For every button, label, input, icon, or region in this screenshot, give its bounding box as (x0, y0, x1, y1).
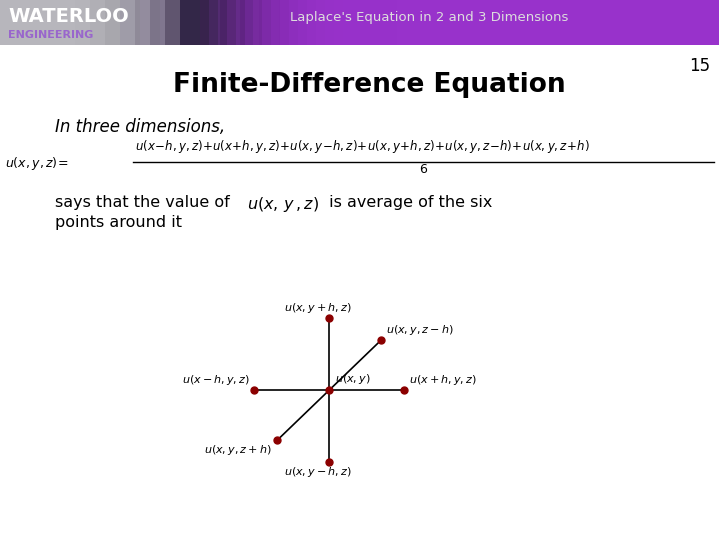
Bar (604, 0, 719, 45)
Bar (424, 0, 719, 45)
Bar (703, 0, 719, 45)
Bar (388, 0, 719, 45)
Bar (217, 0, 719, 45)
Text: says that the value of: says that the value of (55, 195, 235, 210)
Text: $u(x, y - h, z)$: $u(x, y - h, z)$ (284, 465, 352, 479)
Text: In three dimensions,: In three dimensions, (55, 118, 225, 136)
Text: WATERLOO: WATERLOO (8, 8, 129, 26)
Bar (0, 0, 105, 45)
Bar (352, 0, 719, 45)
Bar (0, 0, 120, 45)
Bar (397, 0, 719, 45)
Bar (523, 0, 719, 45)
Bar (334, 0, 719, 45)
Text: $u(x,\, y\,,z)$: $u(x,\, y\,,z)$ (248, 195, 320, 214)
Bar (622, 0, 719, 45)
Bar (199, 0, 719, 45)
Text: points around it: points around it (55, 215, 182, 230)
Bar (245, 0, 719, 45)
Bar (541, 0, 719, 45)
Bar (469, 0, 719, 45)
Bar (693, 0, 719, 45)
Bar (586, 0, 719, 45)
Bar (370, 0, 719, 45)
Bar (253, 0, 719, 45)
Bar (568, 0, 719, 45)
Text: $u(x + h, y, z)$: $u(x + h, y, z)$ (409, 373, 477, 387)
Bar (140, 0, 220, 45)
Bar (505, 0, 719, 45)
Bar (685, 0, 719, 45)
Text: $u(x - h, y, z)$: $u(x - h, y, z)$ (181, 373, 250, 387)
Bar (0, 0, 179, 45)
Bar (451, 0, 719, 45)
Bar (227, 0, 719, 45)
Bar (179, 0, 259, 45)
Bar (235, 0, 719, 45)
Bar (559, 0, 719, 45)
Bar (639, 0, 719, 45)
Bar (667, 0, 719, 45)
Bar (0, 0, 90, 45)
Bar (0, 0, 75, 45)
Bar (487, 0, 719, 45)
Bar (280, 0, 719, 45)
Bar (343, 0, 719, 45)
Bar (0, 0, 165, 45)
Bar (0, 0, 135, 45)
Bar (271, 0, 719, 45)
Bar (0, 0, 150, 45)
Bar (415, 0, 719, 45)
Text: 15: 15 (690, 57, 711, 75)
Text: $u(x,y,z)\!=\!$: $u(x,y,z)\!=\!$ (5, 154, 68, 172)
Bar (657, 0, 719, 45)
Text: is average of the six: is average of the six (324, 195, 492, 210)
Bar (199, 0, 279, 45)
Bar (532, 0, 719, 45)
Bar (675, 0, 719, 45)
Bar (316, 0, 719, 45)
Text: $u(x, y, z + h)$: $u(x, y, z + h)$ (204, 443, 272, 457)
Text: $u(x\!-\!h,y,z)\!+\!u(x\!+\!h,y,z)\!+\!u(x,y\!-\!h,z)\!+\!u(x,y\!+\!h,z)\!+\!u(x: $u(x\!-\!h,y,z)\!+\!u(x\!+\!h,y,z)\!+\!u… (135, 138, 590, 155)
Text: Finite-Difference Equation: Finite-Difference Equation (173, 72, 566, 98)
Bar (0, 0, 719, 45)
Bar (649, 0, 719, 45)
Bar (460, 0, 719, 45)
Bar (550, 0, 719, 45)
Bar (298, 0, 719, 45)
Bar (289, 0, 719, 45)
Bar (120, 0, 199, 45)
Bar (514, 0, 719, 45)
Bar (711, 0, 719, 45)
Text: $u(x, y, z - h)$: $u(x, y, z - h)$ (386, 323, 454, 337)
Bar (263, 0, 719, 45)
Bar (433, 0, 719, 45)
Bar (442, 0, 719, 45)
Text: ENGINEERING: ENGINEERING (8, 30, 94, 40)
Bar (361, 0, 719, 45)
Text: $u(x, y + h, z)$: $u(x, y + h, z)$ (284, 301, 352, 315)
Bar (577, 0, 719, 45)
Text: $6$: $6$ (418, 163, 428, 176)
Text: Laplace's Equation in 2 and 3 Dimensions: Laplace's Equation in 2 and 3 Dimensions (290, 11, 568, 24)
Text: $u(x, y)$: $u(x, y)$ (336, 372, 371, 386)
Bar (406, 0, 719, 45)
Bar (631, 0, 719, 45)
Bar (595, 0, 719, 45)
Bar (478, 0, 719, 45)
Bar (613, 0, 719, 45)
Bar (496, 0, 719, 45)
Bar (160, 0, 240, 45)
Bar (379, 0, 719, 45)
Bar (209, 0, 719, 45)
Bar (325, 0, 719, 45)
Bar (307, 0, 719, 45)
